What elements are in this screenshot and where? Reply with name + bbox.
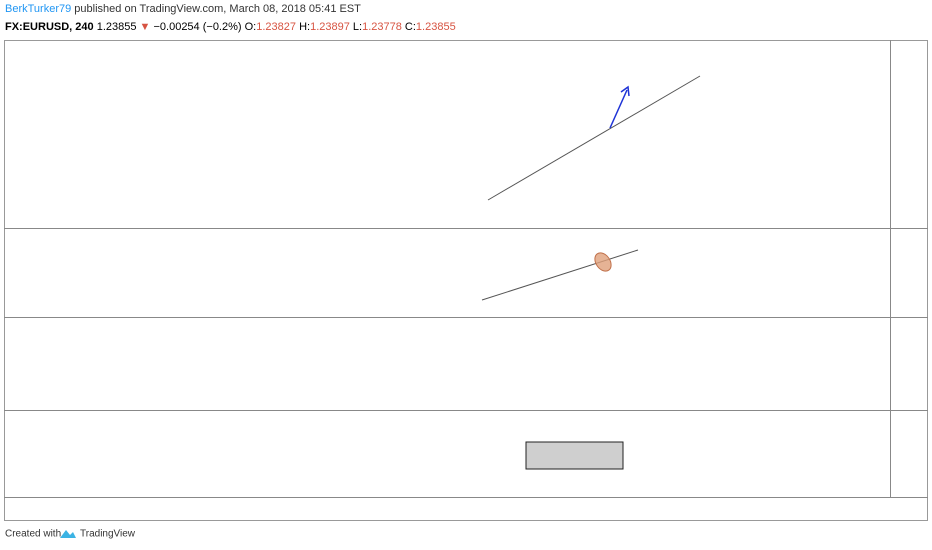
last: 1.23855 xyxy=(97,21,137,33)
change: −0.00254 (−0.2%) xyxy=(153,21,241,33)
rsi-trend-line xyxy=(481,249,639,301)
trend-line xyxy=(487,75,701,201)
o: 1.23827 xyxy=(256,21,296,33)
quote-line: FX:EURUSD, 240 1.23855 ▼ −0.00254 (−0.2%… xyxy=(5,21,456,33)
header-line: BerkTurker79 published on TradingView.co… xyxy=(5,3,361,15)
footer-bg xyxy=(0,521,932,550)
logo xyxy=(60,530,76,538)
arrow-head xyxy=(620,85,630,97)
author[interactable]: BerkTurker79 xyxy=(5,3,71,15)
o-label: O: xyxy=(245,21,257,33)
published: published on TradingView.com, March 08, … xyxy=(74,3,361,15)
highlight xyxy=(594,252,612,272)
arrow: ▼ xyxy=(140,21,151,33)
l-label: L: xyxy=(353,21,362,33)
frame xyxy=(4,40,928,521)
c: 1.23855 xyxy=(416,21,456,33)
h-label: H: xyxy=(299,21,310,33)
highlight-box xyxy=(525,441,624,470)
l: 1.23778 xyxy=(362,21,402,33)
drawings xyxy=(481,75,701,470)
c-label: C: xyxy=(405,21,416,33)
symbol: FX:EURUSD, 240 xyxy=(5,21,94,33)
outer-frame xyxy=(4,40,928,521)
h: 1.23897 xyxy=(310,21,350,33)
footer-brand[interactable]: TradingView xyxy=(80,529,136,540)
arrow-line xyxy=(609,89,628,129)
footer-created: Created with xyxy=(5,529,61,540)
